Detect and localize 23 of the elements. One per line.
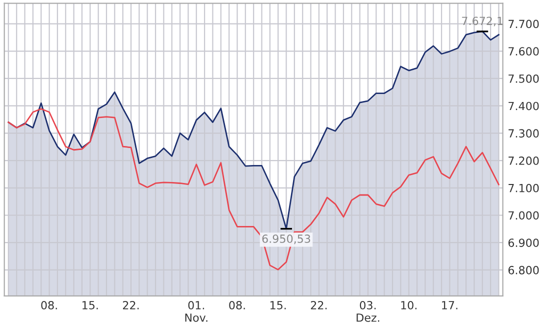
y-tick-label: 7.400 — [508, 102, 539, 110]
x-tick-label: 08. — [41, 300, 57, 310]
x-tick-label: 15. — [82, 301, 98, 310]
y-tick-label: 7.600 — [508, 47, 539, 56]
x-tick-label: 17. — [442, 301, 458, 310]
y-tick-label: 6.900 — [508, 238, 539, 247]
x-tick-label: 22. — [122, 300, 139, 310]
x-tick-label: 15. — [270, 301, 286, 310]
annotation: 6.950,53 — [262, 234, 310, 244]
x-tick-label: 22. — [310, 300, 327, 310]
y-tick-label: 6.800 — [508, 266, 539, 274]
x-tick-label: 03. Dez. — [356, 300, 380, 322]
y-tick-label: 7.100 — [508, 184, 539, 192]
annotation: 7.672,1 — [462, 16, 503, 26]
y-tick-label: 7.000 — [508, 211, 539, 220]
x-tick-label: 08. — [229, 300, 245, 310]
y-tick-label: 7.700 — [508, 20, 539, 28]
line-series — [8, 108, 500, 270]
y-tick-label: 7.200 — [508, 156, 539, 165]
y-tick-label: 7.300 — [508, 129, 539, 138]
x-tick-label: 10. — [401, 300, 416, 310]
x-tick-label: 01. Nov. — [185, 300, 208, 322]
y-tick-label: 7.500 — [508, 74, 539, 83]
